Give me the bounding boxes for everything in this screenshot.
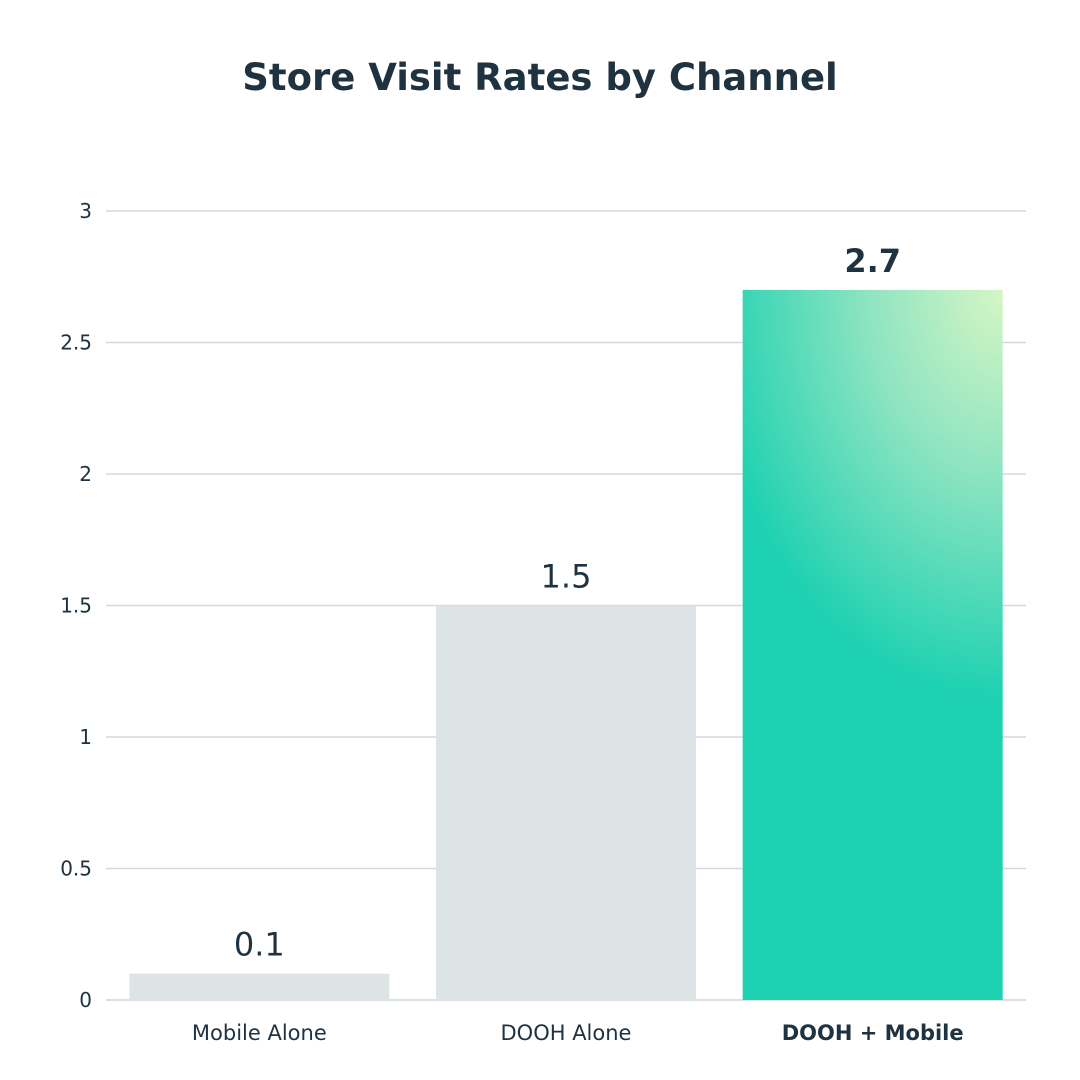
x-tick-label: Mobile Alone [192, 1021, 327, 1045]
y-tick-label: 1 [79, 725, 92, 749]
x-tick-label: DOOH Alone [501, 1021, 632, 1045]
y-tick-label: 1.5 [60, 594, 92, 618]
data-label: 1.5 [541, 558, 592, 596]
x-tick-label: DOOH + Mobile [782, 1021, 964, 1045]
data-label: 2.7 [844, 242, 901, 280]
y-tick-label: 0 [79, 988, 92, 1012]
chart-title: Store Visit Rates by Channel [242, 56, 838, 99]
y-tick-label: 0.5 [60, 857, 92, 881]
bar [129, 973, 390, 1000]
y-tick-label: 3 [79, 199, 92, 223]
bar [742, 289, 1003, 1000]
data-label: 0.1 [234, 926, 285, 964]
y-tick-label: 2 [79, 462, 92, 486]
bar [436, 605, 696, 1000]
y-tick-label: 2.5 [60, 331, 92, 355]
